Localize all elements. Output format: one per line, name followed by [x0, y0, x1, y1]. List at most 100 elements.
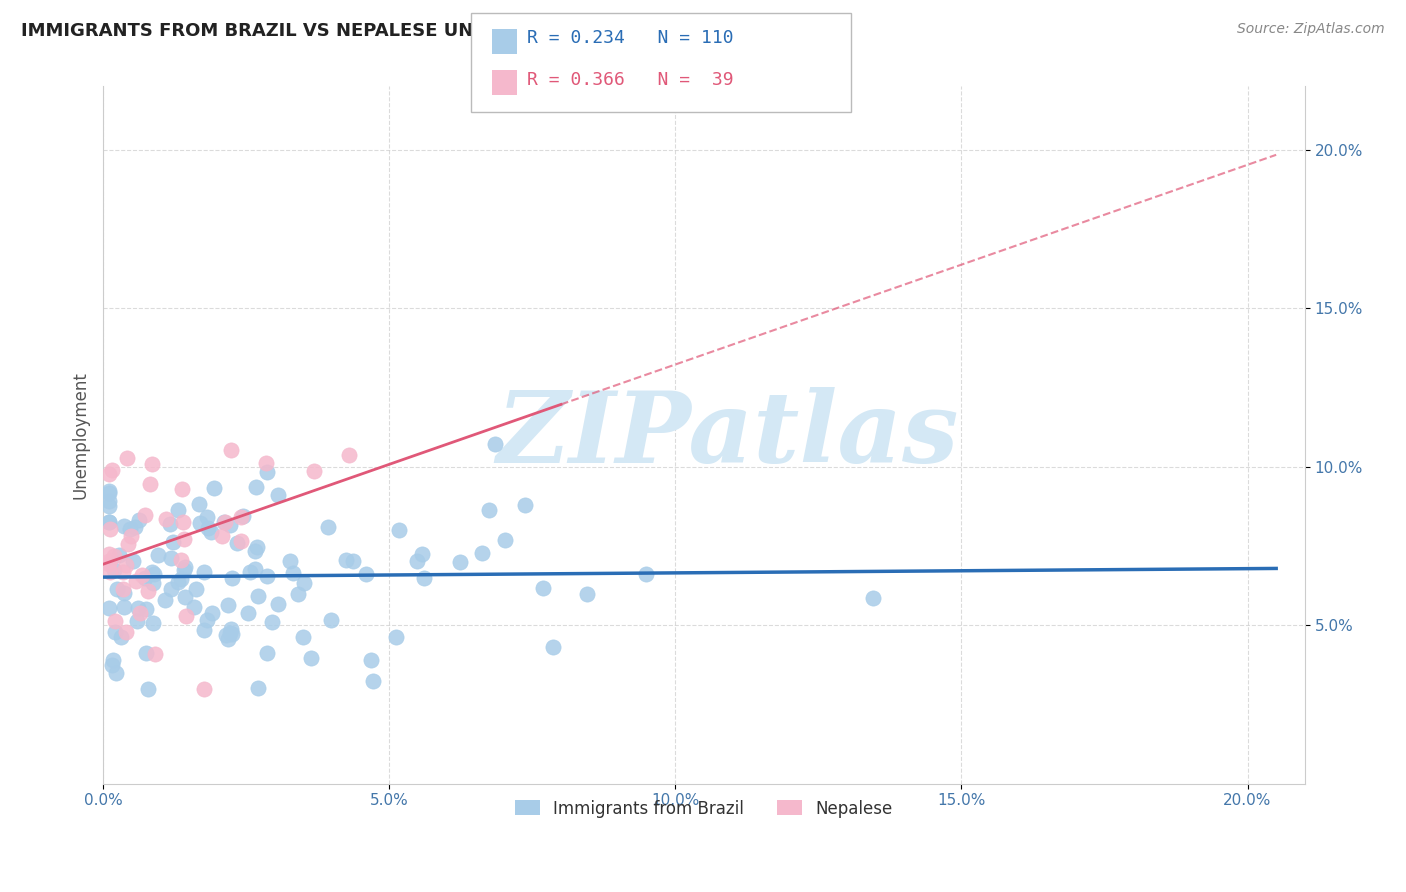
Immigrants from Brazil: [110, 630, 132, 644]
Nepalese: [103, 549, 125, 564]
Immigrants from Brazil: [215, 628, 238, 642]
Nepalese: [100, 463, 122, 477]
Immigrants from Brazil: [101, 653, 124, 667]
Immigrants from Brazil: [195, 509, 218, 524]
Nepalese: [337, 448, 360, 462]
Immigrants from Brazil: [219, 623, 242, 637]
Nepalese: [254, 456, 277, 470]
Immigrants from Brazil: [141, 566, 163, 580]
Immigrants from Brazil: [246, 540, 269, 554]
Nepalese: [139, 476, 162, 491]
Immigrants from Brazil: [142, 576, 165, 591]
Immigrants from Brazil: [226, 536, 249, 550]
Text: IMMIGRANTS FROM BRAZIL VS NEPALESE UNEMPLOYMENT CORRELATION CHART: IMMIGRANTS FROM BRAZIL VS NEPALESE UNEMP…: [21, 22, 834, 40]
Immigrants from Brazil: [128, 513, 150, 527]
Nepalese: [155, 512, 177, 526]
Immigrants from Brazil: [299, 650, 322, 665]
Nepalese: [214, 516, 236, 530]
Immigrants from Brazil: [316, 520, 339, 534]
Y-axis label: Unemployment: Unemployment: [72, 371, 89, 499]
Nepalese: [219, 443, 242, 458]
Immigrants from Brazil: [167, 503, 190, 517]
Immigrants from Brazil: [238, 607, 260, 621]
Immigrants from Brazil: [361, 674, 384, 689]
Immigrants from Brazil: [97, 483, 120, 498]
Immigrants from Brazil: [193, 623, 215, 637]
Immigrants from Brazil: [155, 592, 177, 607]
Immigrants from Brazil: [166, 574, 188, 589]
Nepalese: [129, 606, 152, 620]
Immigrants from Brazil: [256, 466, 278, 480]
Immigrants from Brazil: [267, 488, 290, 502]
Immigrants from Brazil: [267, 598, 290, 612]
Immigrants from Brazil: [245, 480, 267, 494]
Immigrants from Brazil: [127, 615, 149, 629]
Immigrants from Brazil: [136, 681, 159, 696]
Nepalese: [173, 533, 195, 547]
Immigrants from Brazil: [124, 520, 146, 534]
Immigrants from Brazil: [173, 563, 195, 577]
Immigrants from Brazil: [245, 562, 267, 576]
Immigrants from Brazil: [232, 508, 254, 523]
Immigrants from Brazil: [256, 646, 278, 660]
Immigrants from Brazil: [515, 498, 537, 512]
Immigrants from Brazil: [193, 566, 215, 580]
Immigrants from Brazil: [541, 640, 564, 655]
Nepalese: [112, 582, 135, 596]
Nepalese: [120, 529, 142, 543]
Immigrants from Brazil: [160, 551, 183, 566]
Immigrants from Brazil: [112, 586, 135, 600]
Legend: Immigrants from Brazil, Nepalese: Immigrants from Brazil, Nepalese: [508, 793, 900, 824]
Immigrants from Brazil: [281, 566, 304, 580]
Text: R = 0.234   N = 110: R = 0.234 N = 110: [527, 29, 734, 47]
Nepalese: [229, 534, 252, 549]
Nepalese: [131, 568, 153, 582]
Immigrants from Brazil: [862, 591, 884, 605]
Immigrants from Brazil: [201, 607, 224, 621]
Immigrants from Brazil: [195, 613, 218, 627]
Nepalese: [170, 483, 193, 497]
Nepalese: [97, 554, 120, 568]
Nepalese: [97, 467, 120, 482]
Immigrants from Brazil: [135, 601, 157, 615]
Immigrants from Brazil: [100, 657, 122, 672]
Immigrants from Brazil: [202, 481, 225, 495]
Nepalese: [193, 681, 215, 696]
Nepalese: [174, 609, 197, 624]
Immigrants from Brazil: [335, 553, 357, 567]
Immigrants from Brazil: [200, 524, 222, 539]
Nepalese: [97, 547, 120, 561]
Immigrants from Brazil: [247, 681, 270, 695]
Immigrants from Brazil: [97, 601, 120, 615]
Immigrants from Brazil: [146, 548, 169, 562]
Immigrants from Brazil: [494, 533, 516, 547]
Nepalese: [111, 565, 134, 579]
Immigrants from Brazil: [97, 515, 120, 529]
Nepalese: [169, 553, 191, 567]
Immigrants from Brazil: [121, 554, 143, 568]
Immigrants from Brazil: [471, 546, 494, 560]
Immigrants from Brazil: [169, 572, 191, 586]
Immigrants from Brazil: [531, 581, 554, 595]
Immigrants from Brazil: [411, 547, 433, 561]
Nepalese: [134, 508, 156, 522]
Immigrants from Brazil: [97, 499, 120, 513]
Immigrants from Brazil: [97, 515, 120, 529]
Immigrants from Brazil: [134, 571, 156, 585]
Text: ZIPatlas: ZIPatlas: [496, 387, 959, 483]
Immigrants from Brazil: [218, 625, 240, 640]
Immigrants from Brazil: [354, 567, 377, 582]
Nepalese: [114, 558, 136, 572]
Immigrants from Brazil: [221, 626, 243, 640]
Immigrants from Brazil: [183, 600, 205, 615]
Immigrants from Brazil: [319, 614, 342, 628]
Immigrants from Brazil: [406, 553, 429, 567]
Immigrants from Brazil: [97, 494, 120, 508]
Immigrants from Brazil: [256, 569, 278, 583]
Nepalese: [231, 510, 253, 524]
Immigrants from Brazil: [385, 630, 408, 644]
Immigrants from Brazil: [221, 571, 243, 585]
Immigrants from Brazil: [217, 599, 239, 613]
Immigrants from Brazil: [247, 590, 270, 604]
Nepalese: [104, 614, 127, 628]
